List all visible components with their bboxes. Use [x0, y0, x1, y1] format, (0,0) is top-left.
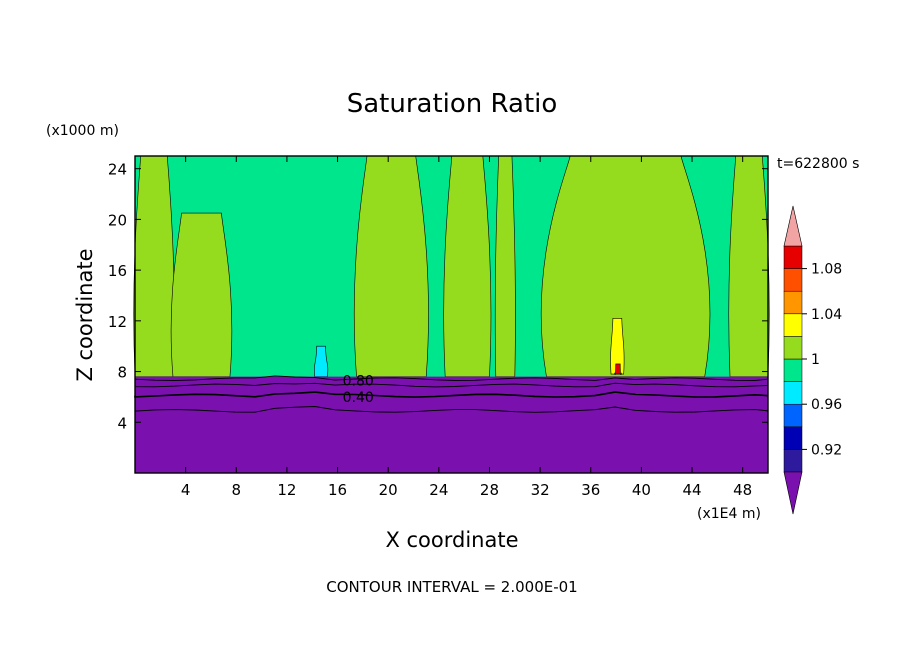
x-tick-label-5: 24: [429, 481, 448, 499]
contour-label-0: 0.80: [343, 373, 374, 389]
region-8: [614, 363, 622, 375]
colorbar-swatch-2: [783, 403, 803, 428]
contour-line-0.6: [134, 382, 769, 388]
y-tick-label-4: 20: [108, 211, 127, 229]
contour-labels: 0.800.40: [343, 373, 374, 405]
x-tick-label-4: 20: [379, 481, 398, 499]
contour-lines: [134, 375, 769, 413]
x-tick-label-10: 44: [682, 481, 701, 499]
y-tick-label-0: 4: [117, 414, 127, 432]
region-4: [494, 155, 516, 377]
x-axis-unit: (x1E4 m): [697, 506, 761, 522]
colorbar-swatch-5: [783, 336, 803, 360]
y-tick-label-5: 24: [108, 161, 127, 179]
contour-line-0.4: [134, 391, 769, 398]
colorbar-swatch-7: [783, 290, 803, 315]
x-tick-label-6: 28: [480, 481, 499, 499]
x-axis-ticks: 4 8 12 16 20 24 28 32 36 40 44 48: [181, 156, 752, 499]
x-tick-label-0: 4: [181, 481, 191, 499]
colorbar-under-triangle: [783, 471, 803, 515]
contour-interval-footer: CONTOUR INTERVAL = 2.000E-01: [326, 578, 577, 596]
y-axis-unit: (x1000 m): [46, 123, 119, 139]
colorbar-swatch-1: [783, 426, 803, 450]
colorbar-swatch-3: [783, 381, 803, 405]
y-tick-label-1: 8: [117, 364, 127, 382]
colorbar-swatch-4: [783, 358, 803, 382]
colorbar-label-4: 1.08: [811, 262, 842, 278]
plot-area: 0.800.40: [133, 155, 770, 474]
colorbar-swatch-6: [783, 313, 803, 337]
colorbar-over-triangle: [783, 205, 803, 247]
contour-line-0.2: [134, 406, 769, 413]
region-3: [443, 155, 492, 377]
region-9: [314, 345, 329, 377]
x-tick-label-7: 32: [531, 481, 550, 499]
region-1: [170, 212, 233, 377]
x-tick-label-9: 40: [632, 481, 651, 499]
time-label: t=622800 s: [777, 156, 859, 172]
region-2: [353, 155, 429, 377]
y-tick-label-3: 16: [108, 262, 127, 280]
x-tick-label-8: 36: [581, 481, 600, 499]
x-tick-label-3: 16: [328, 481, 347, 499]
y-axis-label: Z coordinate: [73, 248, 97, 381]
region-7: [610, 318, 625, 375]
contour-label-1: 0.40: [343, 390, 374, 406]
colorbar: 0.92 0.96 1 1.04 1.08: [783, 205, 842, 515]
colorbar-label-2: 1: [811, 352, 820, 368]
contour-line-0.8: [134, 375, 769, 381]
colorbar-label-3: 1.04: [811, 307, 842, 323]
x-tick-label-1: 8: [232, 481, 242, 499]
x-tick-label-2: 12: [277, 481, 296, 499]
y-axis-ticks: 4 8 12 16 20 24: [108, 161, 768, 432]
y-tick-label-2: 12: [108, 313, 127, 331]
region-5: [540, 155, 711, 377]
colorbar-swatch-0: [783, 449, 803, 473]
colorbar-label-0: 0.92: [811, 442, 842, 458]
region-0: [133, 155, 175, 377]
contour-fill-regions: [133, 155, 770, 473]
x-tick-label-11: 48: [733, 481, 752, 499]
colorbar-swatch-8: [783, 268, 803, 292]
plot-frame: [134, 155, 769, 474]
chart-title: Saturation Ratio: [347, 89, 558, 119]
region-lower-layer: [135, 376, 768, 473]
region-6: [728, 155, 770, 377]
x-axis-label: X coordinate: [385, 528, 518, 552]
colorbar-swatch-9: [783, 245, 803, 269]
colorbar-label-1: 0.96: [811, 397, 842, 413]
